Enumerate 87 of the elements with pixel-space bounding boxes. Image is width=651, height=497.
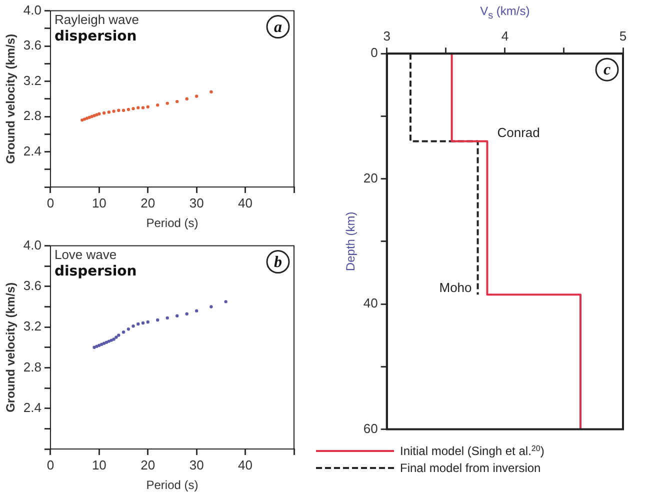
point xyxy=(102,342,106,345)
x-tick-label: 30 xyxy=(189,457,204,472)
y-tick-label: 0 xyxy=(370,45,378,60)
point xyxy=(224,300,228,304)
point xyxy=(132,106,135,110)
point xyxy=(107,110,111,114)
point xyxy=(122,108,126,112)
point xyxy=(136,322,140,326)
point xyxy=(156,318,160,322)
legend-label: Final model from inversion xyxy=(400,460,541,474)
point xyxy=(90,114,94,118)
point xyxy=(80,118,84,122)
point xyxy=(210,90,213,94)
point xyxy=(136,106,140,110)
point xyxy=(141,106,145,110)
point xyxy=(146,320,150,324)
point xyxy=(176,314,179,318)
annotation: Rayleigh wave dispersion xyxy=(54,12,140,44)
annotation: a xyxy=(274,18,282,36)
y-tick-label: 3.2 xyxy=(23,318,42,334)
x-axis-title: Period (s) xyxy=(146,478,198,492)
legend-label: Initial model (Singh et al.$^{20}$) xyxy=(400,444,544,458)
point xyxy=(82,118,86,121)
point xyxy=(185,97,188,100)
x-tick-label: 3 xyxy=(383,28,390,44)
point xyxy=(112,110,116,113)
y-tick-label: 2.4 xyxy=(23,400,42,415)
point xyxy=(117,334,120,337)
point xyxy=(126,328,130,331)
y-tick-label: 3.6 xyxy=(23,278,42,294)
y-tick-label: 60 xyxy=(363,420,378,436)
annotation: c xyxy=(603,62,611,79)
y-tick-label: 4.0 xyxy=(23,2,42,18)
x-tick-label: 20 xyxy=(140,457,156,472)
y-axis-title: Depth (km) xyxy=(344,212,358,272)
x-tick-label: 40 xyxy=(238,457,253,472)
y-tick-label: 20 xyxy=(363,170,378,186)
point xyxy=(95,113,98,116)
point xyxy=(141,321,145,325)
point xyxy=(117,108,120,112)
point xyxy=(194,309,198,312)
point xyxy=(194,94,198,98)
point xyxy=(176,100,179,104)
point xyxy=(100,342,104,346)
annotation: Moho xyxy=(439,280,472,296)
x-axis-title: Period (s) xyxy=(146,216,198,230)
y-axis-title: Ground velocity (km/s) xyxy=(4,34,18,164)
y-tick-label: 2.8 xyxy=(23,108,42,124)
x-tick-label: 20 xyxy=(140,195,156,210)
point xyxy=(110,338,113,342)
point xyxy=(185,312,188,316)
point xyxy=(122,330,126,334)
point xyxy=(112,338,116,341)
point xyxy=(98,112,101,116)
point xyxy=(104,340,108,344)
y-tick-label: 2.4 xyxy=(23,143,42,158)
point xyxy=(107,340,111,343)
point xyxy=(166,316,169,320)
y-axis-title: Ground velocity (km/s) xyxy=(4,282,18,412)
x-tick-label: 0 xyxy=(46,195,54,210)
point xyxy=(156,103,160,107)
x-tick-label: 10 xyxy=(92,457,106,472)
x-axis-title: V$_{s}$ (km/s) xyxy=(480,4,530,22)
annotation: b xyxy=(274,254,282,271)
y-tick-label: 3.6 xyxy=(23,38,42,53)
x-tick-label: 10 xyxy=(92,195,106,210)
point xyxy=(126,108,130,112)
point xyxy=(102,111,106,115)
x-tick-label: 4 xyxy=(501,28,509,44)
point xyxy=(95,344,98,348)
point xyxy=(210,305,213,308)
point xyxy=(166,102,169,105)
x-tick-label: 0 xyxy=(46,457,54,472)
y-tick-label: 3.2 xyxy=(23,72,42,88)
y-tick-label: 4.0 xyxy=(23,237,42,252)
point xyxy=(114,336,118,339)
annotation: Love wave dispersion xyxy=(54,246,137,280)
point xyxy=(85,116,89,120)
x-tick-label: 5 xyxy=(619,28,627,44)
x-tick-label: 40 xyxy=(238,195,253,210)
point xyxy=(88,116,92,119)
annotation: Conrad xyxy=(497,124,540,140)
point xyxy=(146,105,150,108)
x-tick-label: 30 xyxy=(189,195,204,210)
y-tick-label: 2.8 xyxy=(23,359,42,374)
point xyxy=(132,324,135,328)
y-tick-label: 40 xyxy=(363,296,378,311)
